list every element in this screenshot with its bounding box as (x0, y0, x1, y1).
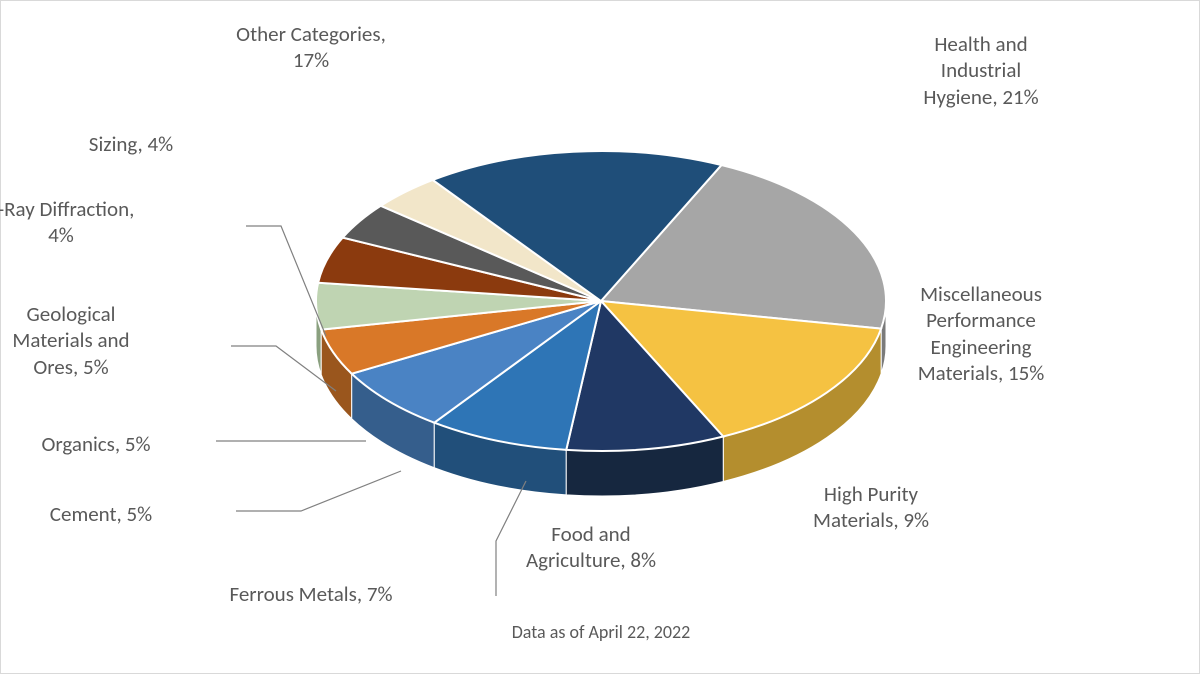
slice-label: Health and Industrial Hygiene, 21% (923, 31, 1038, 110)
slice-label: Sizing, 4% (89, 131, 173, 157)
pie-top (316, 151, 886, 451)
leader-line (246, 226, 326, 336)
slice-label: Ferrous Metals, 7% (230, 581, 393, 607)
slice-label: Organics, 5% (41, 431, 150, 457)
slice-label: Geological Materials and Ores, 5% (12, 301, 129, 380)
slice-label: Other Categories, 17% (236, 21, 386, 74)
chart-frame: Health and Industrial Hygiene, 21% Miscel… (0, 0, 1200, 674)
leader-line (496, 481, 526, 596)
slice-label: Miscellaneous Performance Engineering Ma… (918, 281, 1045, 386)
slice-label: X-Ray Diffraction, 4% (0, 196, 134, 249)
leader-line (236, 471, 401, 511)
slice-label: Cement, 5% (50, 501, 152, 527)
slice-label: Food and Agriculture, 8% (526, 521, 656, 574)
chart-caption: Data as of April 22, 2022 (401, 621, 801, 643)
pie-chart: Health and Industrial Hygiene, 21% Miscel… (1, 1, 1200, 674)
slice-label: High Purity Materials, 9% (813, 481, 929, 534)
